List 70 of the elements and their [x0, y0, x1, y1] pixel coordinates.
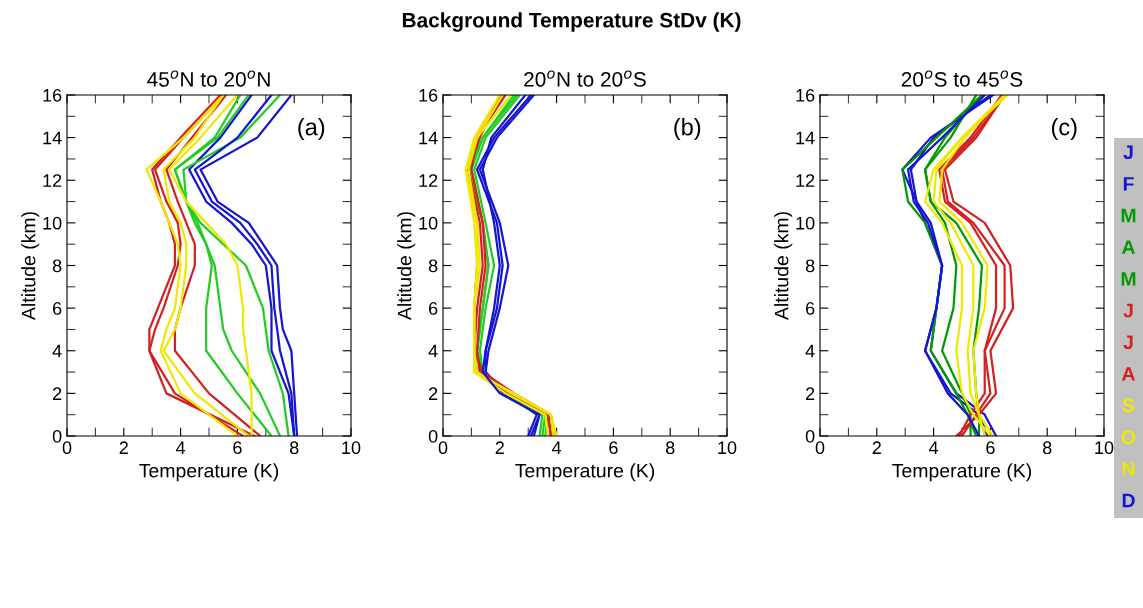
y-axis-title: Altitude (km) — [21, 212, 40, 321]
text: J — [1123, 303, 1133, 318]
x-tick-label: 4 — [928, 441, 939, 454]
text: S — [1122, 398, 1135, 413]
x-tick-label: 2 — [119, 441, 128, 454]
y-tick-label: 8 — [428, 259, 438, 273]
y-tick-label: 14 — [43, 131, 62, 145]
text: M — [1121, 208, 1136, 223]
x-axis-title: Temperature (K) — [515, 463, 655, 482]
y-tick-label: 0 — [805, 429, 815, 443]
x-tick-label: 8 — [665, 441, 675, 455]
text: F — [1123, 177, 1134, 191]
y-axis-title: Altitude (km) — [397, 212, 416, 321]
y-tick-label: 8 — [52, 259, 62, 273]
y-tick-label: 0 — [52, 429, 62, 443]
text: J — [1123, 335, 1133, 350]
y-tick-label: 2 — [806, 387, 815, 400]
annotation: (a) — [298, 118, 325, 141]
text: A — [1121, 240, 1136, 254]
text: Background Temperature StDv (K) — [402, 12, 741, 32]
x-tick-label: 8 — [289, 441, 299, 455]
y-tick-label: 14 — [796, 131, 815, 145]
x-axis-title: Temperature (K) — [892, 463, 1032, 482]
y-tick-label: 6 — [429, 302, 438, 315]
text: N — [1122, 462, 1135, 476]
y-tick-label: 4 — [428, 344, 438, 358]
x-tick-label: 10 — [342, 441, 361, 455]
text: M — [1121, 272, 1136, 286]
x-tick-label: 0 — [438, 441, 448, 455]
y-tick-label: 10 — [419, 216, 438, 230]
y-tick-label: 10 — [43, 216, 62, 230]
y-axis-title: Altitude (km) — [774, 212, 793, 321]
y-tick-label: 2 — [53, 387, 62, 400]
x-tick-label: 8 — [1042, 441, 1052, 455]
x-tick-label: 6 — [233, 441, 242, 455]
y-tick-label: 6 — [53, 302, 62, 315]
text: J — [1123, 145, 1133, 160]
x-tick-label: 10 — [718, 441, 737, 455]
y-tick-label: 4 — [52, 344, 62, 358]
x-tick-label: 2 — [495, 441, 504, 454]
y-tick-label: 14 — [419, 131, 438, 145]
y-tick-label: 16 — [796, 88, 815, 102]
x-tick-label: 2 — [872, 441, 881, 454]
y-tick-label: 6 — [806, 302, 815, 315]
y-tick-label: 12 — [419, 174, 438, 187]
y-tick-label: 16 — [419, 88, 438, 102]
y-tick-label: 0 — [428, 429, 438, 443]
y-tick-label: 16 — [43, 88, 62, 102]
x-tick-label: 4 — [175, 441, 186, 454]
text: D — [1122, 493, 1135, 508]
annotation: (c) — [1051, 118, 1077, 141]
x-tick-label: 10 — [1095, 441, 1114, 455]
y-tick-label: 12 — [43, 174, 62, 187]
x-axis-title: Temperature (K) — [139, 463, 279, 482]
y-tick-label: 8 — [805, 259, 815, 273]
x-tick-label: 0 — [815, 441, 825, 455]
y-tick-label: 10 — [796, 216, 815, 230]
x-tick-label: 6 — [986, 441, 995, 455]
annotation: (b) — [674, 118, 701, 141]
text: O — [1121, 430, 1136, 445]
chart-title: 20$^{o}$S to 45$^{o}$S — [901, 70, 1023, 87]
text: A — [1121, 367, 1136, 381]
y-tick-label: 2 — [429, 387, 438, 400]
y-tick-label: 4 — [805, 344, 815, 358]
x-tick-label: 4 — [551, 441, 562, 454]
y-tick-label: 12 — [796, 174, 815, 187]
chart-title: 45$^{o}$N to 20$^{o}$N — [147, 70, 270, 87]
chart-title: 20$^{o}$N to 20$^{o}$S — [524, 70, 646, 87]
x-tick-label: 0 — [62, 441, 72, 455]
x-tick-label: 6 — [609, 441, 618, 455]
